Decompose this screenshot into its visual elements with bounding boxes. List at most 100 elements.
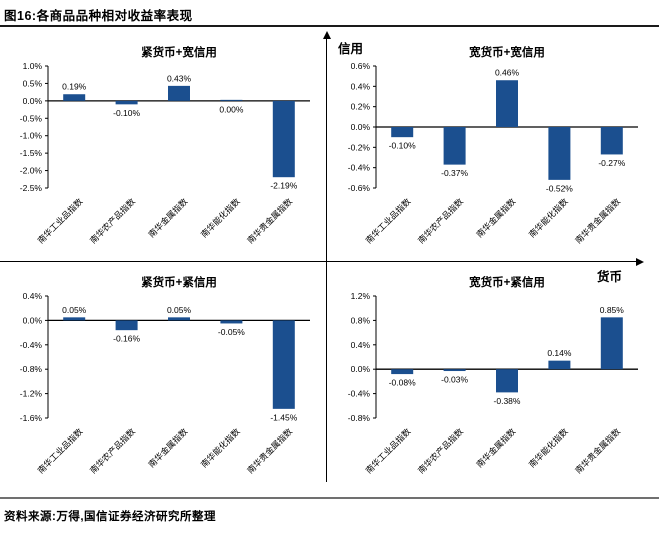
- bar: [443, 369, 466, 372]
- bar: [220, 99, 243, 101]
- title-divider: [0, 25, 659, 27]
- bar: [443, 127, 466, 165]
- y-tick-label: -0.4%: [348, 163, 371, 173]
- category-label: 南华金属指数: [146, 426, 189, 469]
- category-label: 南华贵金属指数: [573, 426, 622, 475]
- source-divider: [0, 497, 659, 499]
- bar: [115, 100, 138, 105]
- panel-title: 紧货币+宽信用: [141, 45, 217, 59]
- chart-panel-loose-money-tight-credit: 宽货币+紧信用 1.2% 0.8% 0.4% 0.0% -0.4% -0.8% -0.08% 南…: [330, 268, 656, 498]
- value-label: -0.10%: [389, 141, 416, 151]
- chart-panel-tight-money-tight-credit: 紧货币+紧信用 0.4% 0.0% -0.4% -0.8% -1.2% -1.6% 0.05%…: [2, 268, 328, 498]
- chart-svg: 宽货币+宽信用 0.6% 0.4% 0.2% 0.0% -0.2% -0.4% -0.6% -0…: [348, 45, 638, 245]
- category-label: 南华贵金属指数: [573, 196, 622, 245]
- bar: [548, 127, 571, 180]
- y-tick-label: 0.0%: [351, 364, 371, 374]
- value-label: 0.43%: [167, 73, 192, 83]
- chart-svg: 紧货币+紧信用 0.4% 0.0% -0.4% -0.8% -1.2% -1.6% 0.05%…: [20, 275, 310, 475]
- category-label: 南华能化指数: [199, 426, 242, 469]
- value-label: -0.38%: [494, 396, 521, 406]
- y-tick-label: -2.5%: [20, 183, 43, 193]
- value-label: -0.08%: [389, 378, 416, 388]
- category-label: 南华农产品指数: [416, 196, 465, 245]
- value-label: -0.03%: [441, 375, 468, 385]
- bar: [496, 369, 518, 393]
- category-label: 南华贵金属指数: [245, 196, 294, 245]
- credit-axis-line: [326, 38, 327, 482]
- value-label: 0.14%: [547, 348, 572, 358]
- y-tick-label: 0.5%: [23, 78, 43, 88]
- y-tick-label: 0.0%: [23, 96, 43, 106]
- y-tick-label: -0.4%: [20, 340, 43, 350]
- bar: [600, 127, 623, 155]
- money-axis-arrow-right-icon: [636, 257, 644, 266]
- chart-panel-tight-money-loose-credit: 紧货币+宽信用 1.0% 0.5% 0.0% -0.5% -1.0% -1.5% -2.0% -…: [2, 38, 328, 268]
- bar: [548, 360, 571, 370]
- value-label: 0.85%: [600, 305, 625, 315]
- value-label: -0.05%: [218, 327, 245, 337]
- page-title: 图16:各商品品种相对收益率表现: [4, 9, 193, 23]
- category-label: 南华工业品指数: [363, 196, 412, 245]
- y-tick-label: -0.4%: [348, 389, 371, 399]
- value-label: -0.16%: [113, 334, 140, 344]
- money-axis-line: [0, 261, 638, 262]
- panel-title: 紧货币+紧信用: [141, 275, 217, 289]
- category-label: 南华金属指数: [146, 196, 189, 239]
- y-tick-label: 0.4%: [23, 291, 43, 301]
- y-tick-label: 1.0%: [23, 61, 43, 71]
- category-label: 南华能化指数: [527, 196, 570, 239]
- value-label: 0.00%: [219, 104, 244, 114]
- bar: [63, 94, 86, 101]
- y-tick-label: -1.5%: [20, 148, 43, 158]
- credit-axis-arrow-up-icon: [322, 31, 331, 39]
- category-label: 南华工业品指数: [363, 426, 412, 475]
- y-tick-label: -0.6%: [348, 183, 371, 193]
- y-tick-label: -0.5%: [20, 113, 43, 123]
- category-label: 南华工业品指数: [35, 196, 84, 245]
- y-tick-label: -0.2%: [348, 142, 371, 152]
- y-tick-label: -1.0%: [20, 131, 43, 141]
- category-label: 南华工业品指数: [35, 426, 84, 475]
- chart-panel-loose-money-loose-credit: 宽货币+宽信用 0.6% 0.4% 0.2% 0.0% -0.2% -0.4% -0.6% -0…: [330, 38, 656, 268]
- bar: [496, 80, 518, 127]
- y-tick-label: 0.6%: [351, 61, 371, 71]
- value-label: -2.19%: [270, 181, 297, 191]
- value-label: 0.46%: [495, 68, 520, 78]
- bar: [63, 317, 86, 321]
- value-label: 0.19%: [62, 82, 87, 92]
- value-label: -0.27%: [598, 158, 625, 168]
- category-label: 南华金属指数: [474, 196, 517, 239]
- bar: [220, 320, 243, 324]
- value-label: 0.05%: [62, 305, 87, 315]
- category-label: 南华贵金属指数: [245, 426, 294, 475]
- credit-axis-label: 信用: [338, 42, 364, 56]
- bar: [391, 127, 414, 138]
- chart-svg: 紧货币+宽信用 1.0% 0.5% 0.0% -0.5% -1.0% -1.5% -2.0% -…: [20, 45, 310, 245]
- value-label: -1.45%: [270, 412, 297, 422]
- bar: [272, 320, 295, 409]
- bar: [391, 369, 414, 375]
- category-label: 南华农产品指数: [88, 196, 137, 245]
- y-tick-label: 0.4%: [351, 81, 371, 91]
- value-label: -0.10%: [113, 108, 140, 118]
- bar: [115, 320, 138, 331]
- y-tick-label: -0.8%: [20, 364, 43, 374]
- category-label: 南华能化指数: [199, 196, 242, 239]
- y-tick-label: 0.0%: [351, 122, 371, 132]
- y-tick-label: 1.2%: [351, 291, 371, 301]
- y-tick-label: -2.0%: [20, 166, 43, 176]
- category-label: 南华农产品指数: [88, 426, 137, 475]
- value-label: -0.37%: [441, 168, 468, 178]
- bar: [600, 317, 623, 370]
- category-label: 南华能化指数: [527, 426, 570, 469]
- y-tick-label: -1.2%: [20, 389, 43, 399]
- y-tick-label: 0.8%: [351, 315, 371, 325]
- y-tick-label: -0.8%: [348, 413, 371, 423]
- value-label: -0.52%: [546, 183, 573, 193]
- bar: [272, 100, 295, 178]
- y-tick-label: 0.4%: [351, 340, 371, 350]
- y-tick-label: 0.0%: [23, 315, 43, 325]
- category-label: 南华金属指数: [474, 426, 517, 469]
- y-tick-label: 0.2%: [351, 102, 371, 112]
